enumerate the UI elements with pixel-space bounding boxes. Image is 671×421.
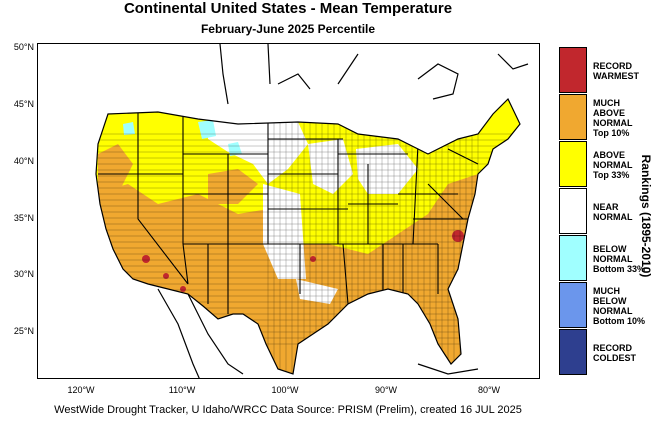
legend-label-line: Top 33% [593,169,630,180]
lon-tick-100: 100°W [271,385,299,395]
legend-label: RECORD WARMEST [593,61,653,81]
legend-label-line: NEAR [593,201,619,212]
coastlines [95,44,529,378]
us-map [95,44,529,378]
legend-label-line: RECORD [593,342,633,353]
lon-tick-120: 120°W [67,385,95,395]
footer-credit: WestWide Drought Tracker, U Idaho/WRCC D… [54,404,522,416]
legend-label-line: Bottom 10% [593,315,646,326]
legend-label: BELOW NORMAL Bottom 33% [593,244,653,274]
legend-label-line: ABOVE [593,149,626,160]
legend-swatch [559,235,587,281]
legend-label-line: MUCH [593,97,620,108]
lat-tick-25: 25°N [13,326,34,336]
legend-swatch [559,282,587,328]
legend-label-line: NORMAL [593,159,633,170]
legend-label: MUCH BELOW NORMAL Bottom 10% [593,286,653,326]
state-boundaries [98,104,479,314]
legend-label-line: WARMEST [593,70,639,81]
legend-swatch [559,141,587,187]
legend-label-line: BELOW [593,295,627,306]
lat-tick-45: 45°N [13,99,34,109]
legend-axis-label: Rankings (1895-2010) [639,154,653,278]
lat-tick-35: 35°N [13,213,34,223]
lon-tick-90: 90°W [374,385,398,395]
legend-item: RECORD WARMEST [559,47,653,94]
legend-label-line: BELOW [593,243,627,254]
legend-label-line: NORMAL [593,305,633,316]
legend-label: ABOVE NORMAL Top 33% [593,150,653,180]
legend-item: MUCH BELOW NORMAL Bottom 10% [559,282,653,329]
legend-item: ABOVE NORMAL Top 33% [559,141,653,188]
lat-tick-30: 30°N [13,269,34,279]
legend-label: RECORD COLDEST [593,343,653,363]
legend-item: NEAR NORMAL [559,188,653,235]
legend-label: NEAR NORMAL [593,202,653,222]
legend-item: RECORD COLDEST [559,329,653,376]
lon-tick-80: 80°W [477,385,501,395]
legend-swatch [559,47,587,93]
legend-label-line: NORMAL [593,117,633,128]
legend-label-line: Bottom 33% [593,263,646,274]
legend-swatch [559,329,587,375]
lon-tick-110: 110°W [168,385,196,395]
lat-tick-50: 50°N [13,42,34,52]
legend-label: MUCH ABOVE NORMAL Top 10% [593,98,653,138]
map-title: Continental United States - Mean Tempera… [123,0,453,17]
legend: RECORD WARMEST MUCH ABOVE NORMAL Top 10% ABOVE… [559,47,653,376]
legend-label-line: MUCH [593,285,620,296]
map-subtitle: February-June 2025 Percentile [200,22,376,36]
legend-swatch [559,188,587,234]
lat-tick-40: 40°N [13,156,34,166]
legend-label-line: RECORD [593,60,633,71]
legend-label-line: Top 10% [593,127,630,138]
legend-label-line: COLDEST [593,352,637,363]
legend-label-line: ABOVE [593,107,626,118]
legend-label-line: NORMAL [593,211,633,222]
legend-label-line: NORMAL [593,253,633,264]
map-frame [37,43,540,379]
legend-item: BELOW NORMAL Bottom 33% [559,235,653,282]
legend-item: MUCH ABOVE NORMAL Top 10% [559,94,653,141]
legend-swatch [559,94,587,140]
percentile-fill [96,99,520,374]
